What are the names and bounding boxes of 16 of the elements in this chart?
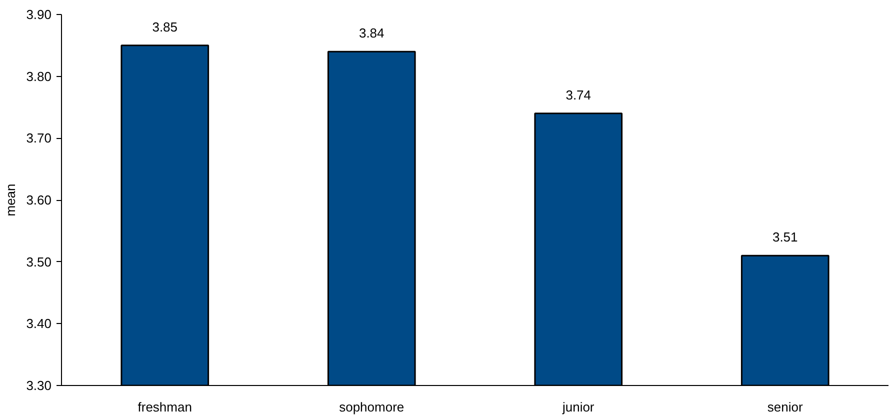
x-tick-label: junior (561, 400, 595, 414)
y-tick-label: 3.80 (26, 68, 52, 84)
data-label: 3.84 (358, 26, 384, 41)
y-tick-label: 3.90 (26, 7, 52, 22)
x-tick-label: freshman (138, 400, 192, 414)
x-tick-label: senior (767, 400, 804, 414)
data-label: 3.85 (152, 19, 178, 34)
data-label: 3.51 (772, 230, 798, 245)
data-label: 3.74 (566, 87, 592, 102)
y-tick-label: 3.60 (26, 192, 52, 208)
y-tick-label: 3.30 (26, 378, 52, 393)
x-tick-label: sophomore (339, 400, 404, 414)
y-tick-label: 3.70 (26, 130, 52, 146)
y-axis-title: mean (3, 184, 18, 216)
y-tick-label: 3.40 (26, 316, 52, 332)
y-tick-label: 3.50 (26, 254, 52, 270)
